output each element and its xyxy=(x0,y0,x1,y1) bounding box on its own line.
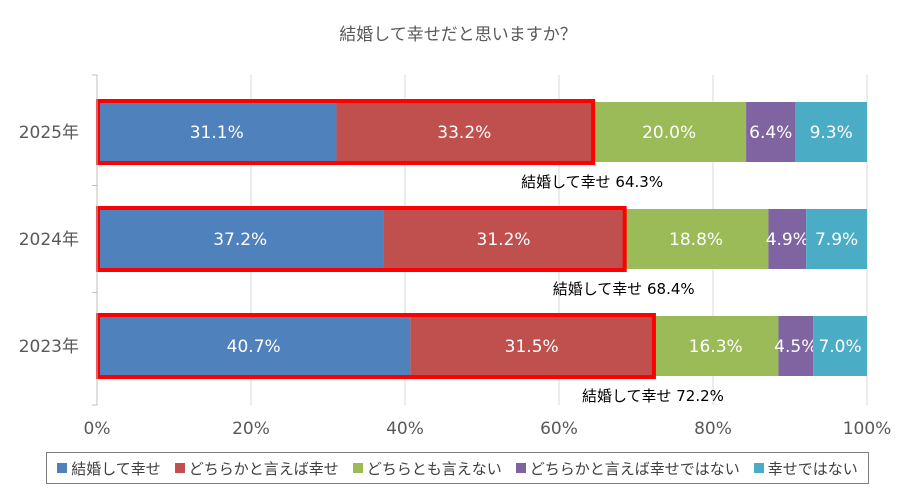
bar-segment xyxy=(97,316,411,376)
data-label: 6.4% xyxy=(749,123,792,143)
legend-item: どちらかと言えば幸せ xyxy=(174,458,339,479)
bars: 31.1% 33.2% 20.0% 6.4% 9.3% 37.2% 31.2% 18.8% 4.… xyxy=(97,102,867,376)
bar-segment xyxy=(768,209,807,269)
annotation-label: 結婚して幸せ 68.4% xyxy=(553,280,695,298)
data-label: 37.2% xyxy=(213,230,267,250)
legend-label: どちらかと言えば幸せ xyxy=(188,459,339,478)
data-label: 31.5% xyxy=(505,337,559,357)
legend-swatch xyxy=(57,463,68,473)
annotation-label: 結婚して幸せ 72.2% xyxy=(582,387,724,405)
data-label: 4.9% xyxy=(766,230,809,250)
data-label: 18.8% xyxy=(669,230,723,250)
bar-segment xyxy=(813,316,867,376)
y-tick-label: 2023年 xyxy=(19,337,79,357)
bar-segment xyxy=(336,102,593,162)
x-tick-label: 20% xyxy=(232,419,270,439)
bar-segment xyxy=(623,209,769,269)
highlight-box xyxy=(96,99,596,165)
data-label: 31.2% xyxy=(477,230,531,250)
annotations: 結婚して幸せ 64.3% 結婚して幸せ 68.4% 結婚して幸せ 72.2% xyxy=(96,99,724,405)
annotation-label: 結婚して幸せ 64.3% xyxy=(521,173,663,191)
legend-item: どちらとも言えない xyxy=(352,458,502,479)
data-label: 9.3% xyxy=(810,123,853,143)
data-label: 40.7% xyxy=(227,337,281,357)
data-label: 31.1% xyxy=(190,123,244,143)
x-tick-label: 100% xyxy=(843,419,892,439)
legend-swatch xyxy=(753,463,764,473)
x-tick-label: 0% xyxy=(84,419,111,439)
legend: 結婚して幸せ どちらかと言えば幸せ どちらとも言えない どちらかと言えば幸せではない 幸… xyxy=(46,452,869,484)
y-axis: 2025年 2024年 2023年 xyxy=(19,74,98,406)
legend-item: 幸せではない xyxy=(753,458,858,479)
legend-label: 幸せではない xyxy=(767,459,858,478)
legend-label: どちらとも言えない xyxy=(366,459,502,478)
x-tick-label: 40% xyxy=(386,419,424,439)
legend-swatch xyxy=(515,463,526,473)
bar-segment xyxy=(410,316,653,376)
x-tick-label: 80% xyxy=(694,419,732,439)
legend-label: 結婚して幸せ xyxy=(71,459,161,478)
bar-segment xyxy=(795,102,867,162)
data-label: 7.9% xyxy=(815,230,858,250)
bar-segment xyxy=(97,102,337,162)
data-label: 33.2% xyxy=(437,123,491,143)
y-tick-label: 2024年 xyxy=(19,230,79,250)
bar-segment xyxy=(652,316,779,376)
x-tick-label: 60% xyxy=(540,419,578,439)
legend-swatch xyxy=(352,463,363,473)
bar-segment xyxy=(778,316,814,376)
bar-segment xyxy=(97,209,384,269)
bar-segment xyxy=(746,102,796,162)
data-label: 16.3% xyxy=(689,337,743,357)
legend-swatch xyxy=(174,463,185,473)
legend-item: どちらかと言えば幸せではない xyxy=(515,458,740,479)
data-label: 20.0% xyxy=(642,123,696,143)
highlight-box xyxy=(96,313,656,379)
bar-segment xyxy=(592,102,747,162)
legend-label: どちらかと言えば幸せではない xyxy=(529,459,740,478)
x-axis: 0% 20% 40% 60% 80% 100% xyxy=(84,419,892,439)
legend-item: 結婚して幸せ xyxy=(57,458,161,479)
chart-title: 結婚して幸せだと思いますか？ xyxy=(339,25,577,45)
chart-area: 結婚して幸せだと思いますか？ 31.1% 33.2% 20.0% 6.4% 9.3% 37… xyxy=(19,25,892,439)
highlight-box xyxy=(96,206,627,272)
bar-segment xyxy=(806,209,867,269)
y-tick-label: 2025年 xyxy=(19,123,79,143)
data-label: 4.5% xyxy=(774,337,817,357)
bar-segment xyxy=(383,209,624,269)
data-label: 7.0% xyxy=(818,337,861,357)
